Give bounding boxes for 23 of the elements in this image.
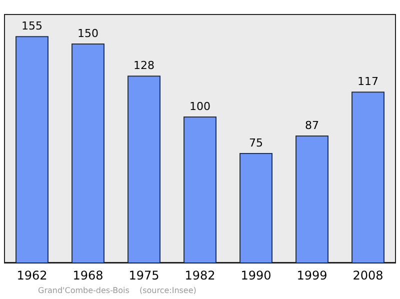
text: Grand'Combe-des-Bois — [38, 286, 130, 295]
text: (source:Insee) — [139, 286, 196, 295]
data-label: 75 — [249, 136, 263, 150]
data-label: 128 — [134, 59, 154, 72]
data-label: 87 — [305, 118, 319, 132]
data-label: 155 — [22, 20, 42, 33]
x-tick-label: 1968 — [72, 268, 104, 283]
bar — [296, 135, 328, 263]
x-tick-label: 1999 — [296, 268, 328, 283]
data-label: 150 — [78, 26, 98, 40]
data-label: 100 — [190, 100, 210, 113]
bar — [128, 76, 160, 263]
bar — [16, 36, 48, 263]
x-tick-label: 1990 — [240, 268, 272, 283]
x-tick-label: 1962 — [16, 268, 48, 283]
x-tick-label: 1982 — [184, 268, 216, 283]
data-label: 117 — [358, 75, 378, 88]
bar — [240, 152, 272, 263]
x-tick-label: 2008 — [352, 268, 384, 283]
bar — [184, 116, 216, 263]
bar — [352, 92, 384, 263]
bar — [72, 43, 104, 263]
x-tick-label: 1975 — [128, 268, 160, 283]
